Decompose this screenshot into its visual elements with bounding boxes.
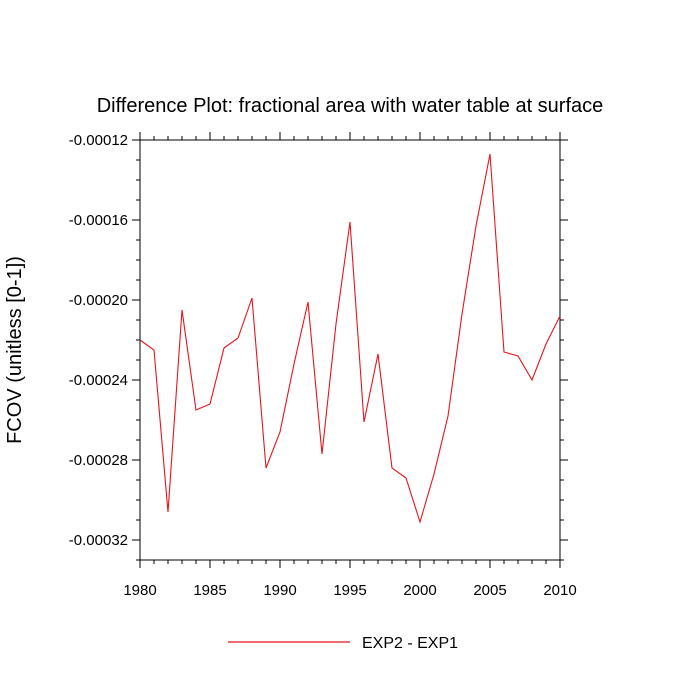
data-point — [531, 379, 533, 381]
x-tick-label: 2010 — [543, 582, 576, 599]
data-point — [517, 355, 519, 357]
data-point — [279, 431, 281, 433]
data-point — [363, 421, 365, 423]
data-point — [223, 347, 225, 349]
x-tick-label: 1995 — [333, 582, 366, 599]
x-tick-label: 1985 — [193, 582, 226, 599]
data-point — [181, 309, 183, 311]
plot-frame — [139, 139, 561, 561]
data-point — [559, 315, 561, 317]
data-point — [461, 313, 463, 315]
data-point — [391, 467, 393, 469]
data-point — [167, 511, 169, 513]
data-point — [419, 521, 421, 523]
data-point — [503, 351, 505, 353]
data-point — [307, 301, 309, 303]
data-point — [489, 153, 491, 155]
data-point — [237, 337, 239, 339]
data-point — [265, 467, 267, 469]
data-point — [293, 363, 295, 365]
legend: EXP2 - EXP1 — [228, 635, 458, 652]
data-point — [405, 477, 407, 479]
data-point — [139, 339, 141, 341]
data-point — [475, 225, 477, 227]
chart-title: Difference Plot: fractional area with wa… — [97, 95, 604, 117]
y-tick-label: -0.00032 — [69, 532, 128, 549]
data-point — [545, 343, 547, 345]
data-point — [447, 415, 449, 417]
y-tick-label: -0.00020 — [69, 292, 128, 309]
y-axis-label: FCOV (unitless [0-1]) — [4, 256, 26, 444]
x-tick-label: 2005 — [473, 582, 506, 599]
legend-label: EXP2 - EXP1 — [362, 635, 458, 652]
data-point — [349, 221, 351, 223]
y-tick-label: -0.00016 — [69, 212, 128, 229]
y-tick-label: -0.00024 — [69, 372, 128, 389]
series-line-exp2-minus-exp1 — [139, 153, 561, 524]
y-tick-label: -0.00012 — [69, 132, 128, 149]
data-point — [209, 403, 211, 405]
plot-area: -0.00032 -0.00028 -0.00024 -0.00020 -0.00016… — [69, 132, 577, 599]
x-tick-label: 1980 — [123, 582, 156, 599]
x-tick-label: 1990 — [263, 582, 296, 599]
x-tick-label: 2000 — [403, 582, 436, 599]
data-point — [335, 323, 337, 325]
data-point — [153, 349, 155, 351]
data-point — [321, 453, 323, 455]
data-point — [195, 409, 197, 411]
data-point — [251, 297, 253, 299]
data-point — [377, 353, 379, 355]
y-tick-label: -0.00028 — [69, 452, 128, 469]
data-point — [433, 473, 435, 475]
